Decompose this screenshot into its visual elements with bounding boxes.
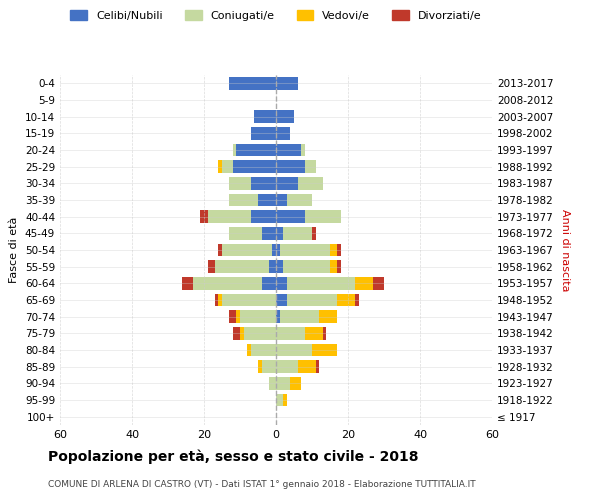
Bar <box>276 244 280 256</box>
Legend: Celibi/Nubili, Coniugati/e, Vedovi/e, Divorziati/e: Celibi/Nubili, Coniugati/e, Vedovi/e, Di… <box>66 6 486 25</box>
Bar <box>276 227 283 239</box>
Bar <box>218 160 222 173</box>
Bar <box>233 160 276 173</box>
Bar <box>229 310 236 323</box>
Bar <box>283 260 330 273</box>
Bar <box>283 394 287 406</box>
Bar <box>251 344 276 356</box>
Bar <box>208 210 251 223</box>
Bar <box>276 260 283 273</box>
Bar <box>337 294 355 306</box>
Bar <box>298 177 323 190</box>
Bar <box>233 144 236 156</box>
Bar <box>258 194 276 206</box>
Bar <box>290 377 301 390</box>
Bar <box>276 377 290 390</box>
Bar <box>251 177 276 190</box>
Bar <box>337 244 341 256</box>
Bar <box>236 310 240 323</box>
Bar <box>305 327 323 340</box>
Bar <box>283 227 312 239</box>
Bar <box>262 360 276 373</box>
Bar <box>355 294 359 306</box>
Bar <box>276 327 305 340</box>
Bar <box>262 227 276 239</box>
Bar <box>215 294 218 306</box>
Bar <box>229 227 262 239</box>
Bar <box>287 194 312 206</box>
Bar <box>301 144 305 156</box>
Y-axis label: Anni di nascita: Anni di nascita <box>560 208 570 291</box>
Bar <box>298 360 316 373</box>
Bar <box>240 327 244 340</box>
Bar <box>193 277 262 289</box>
Bar <box>269 377 276 390</box>
Bar <box>305 160 316 173</box>
Text: COMUNE DI ARLENA DI CASTRO (VT) - Dati ISTAT 1° gennaio 2018 - Elaborazione TUTT: COMUNE DI ARLENA DI CASTRO (VT) - Dati I… <box>48 480 476 489</box>
Bar <box>251 127 276 140</box>
Bar <box>244 327 276 340</box>
Bar <box>276 310 280 323</box>
Bar <box>312 344 337 356</box>
Bar <box>229 177 251 190</box>
Bar <box>276 360 298 373</box>
Bar <box>215 260 269 273</box>
Bar <box>222 244 272 256</box>
Bar <box>182 277 193 289</box>
Bar <box>240 310 276 323</box>
Bar <box>312 227 316 239</box>
Bar <box>269 260 276 273</box>
Bar <box>287 294 337 306</box>
Bar <box>330 260 337 273</box>
Bar <box>319 310 337 323</box>
Bar <box>254 110 276 123</box>
Bar <box>222 160 233 173</box>
Bar <box>276 344 312 356</box>
Bar <box>337 260 341 273</box>
Bar <box>229 194 258 206</box>
Bar <box>218 244 222 256</box>
Bar <box>280 310 319 323</box>
Bar <box>276 194 287 206</box>
Bar <box>276 77 298 90</box>
Bar <box>276 210 305 223</box>
Bar <box>272 244 276 256</box>
Bar <box>276 394 283 406</box>
Bar <box>276 144 301 156</box>
Bar <box>247 344 251 356</box>
Bar <box>262 277 276 289</box>
Bar <box>305 210 341 223</box>
Bar <box>236 144 276 156</box>
Bar <box>251 210 276 223</box>
Bar <box>276 110 294 123</box>
Text: Popolazione per età, sesso e stato civile - 2018: Popolazione per età, sesso e stato civil… <box>48 450 419 464</box>
Bar <box>276 294 287 306</box>
Y-axis label: Fasce di età: Fasce di età <box>10 217 19 283</box>
Bar <box>316 360 319 373</box>
Bar <box>222 294 276 306</box>
Bar <box>287 277 355 289</box>
Bar <box>208 260 215 273</box>
Bar <box>276 277 287 289</box>
Bar <box>355 277 373 289</box>
Bar <box>218 294 222 306</box>
Bar <box>330 244 337 256</box>
Bar <box>280 244 330 256</box>
Bar <box>200 210 208 223</box>
Bar <box>276 177 298 190</box>
Bar <box>276 127 290 140</box>
Bar <box>323 327 326 340</box>
Bar <box>229 77 276 90</box>
Bar <box>233 327 240 340</box>
Bar <box>373 277 384 289</box>
Bar <box>276 160 305 173</box>
Bar <box>258 360 262 373</box>
